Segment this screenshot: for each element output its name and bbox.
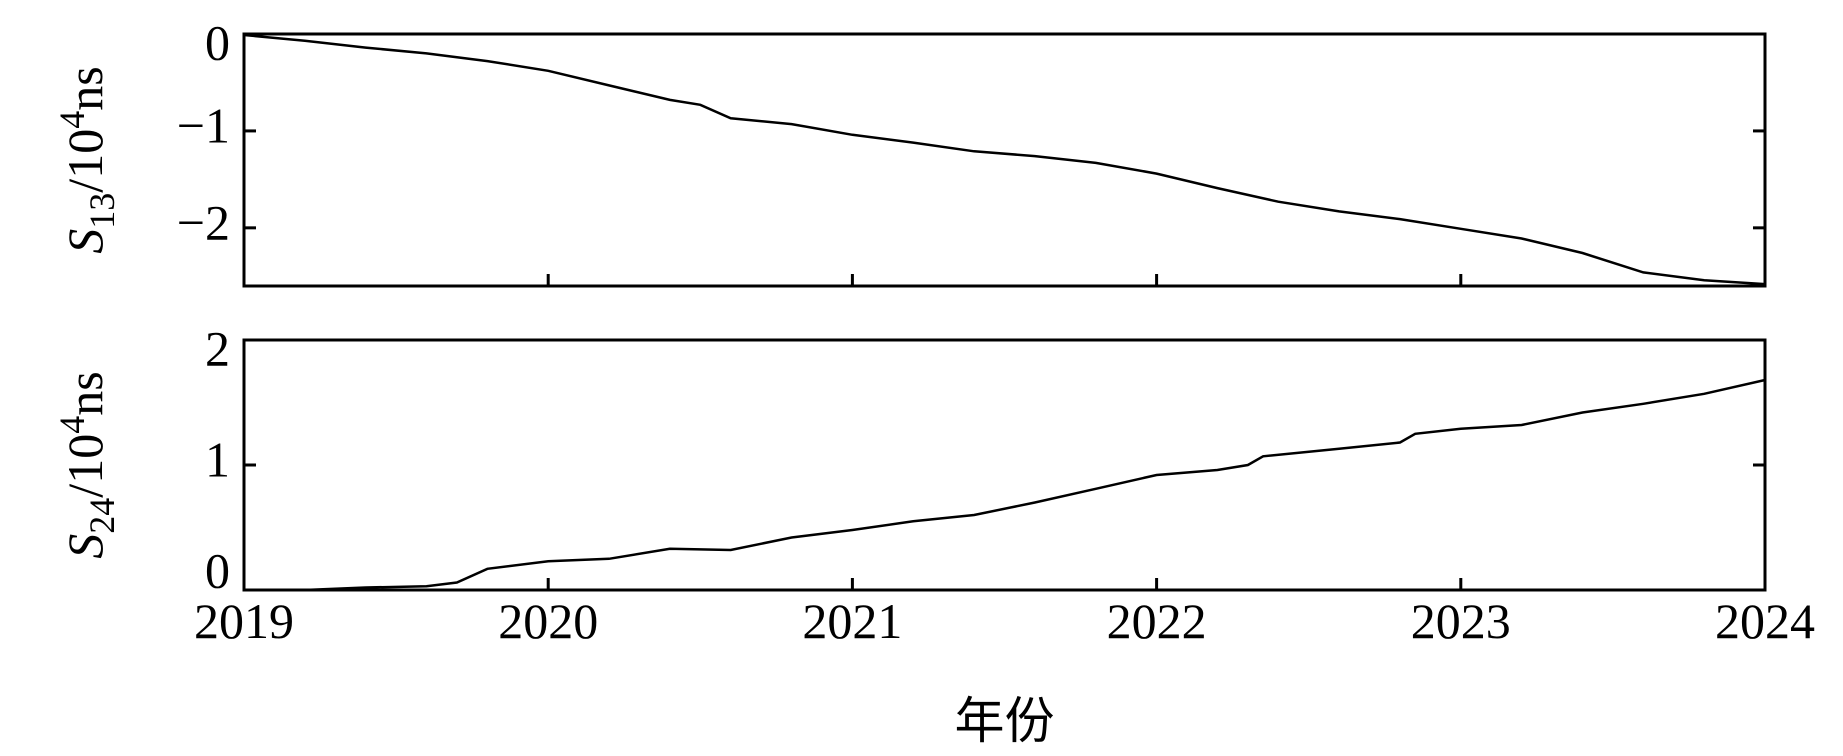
y-axis-label: S13/104ns — [52, 66, 122, 253]
y-tick-label: 1 — [205, 431, 230, 487]
y-label-symbol: S — [57, 229, 113, 254]
x-tick-label: 2023 — [1411, 593, 1511, 649]
y-axis-label: S24/104ns — [52, 371, 122, 558]
y-label-subscript: 24 — [82, 498, 122, 534]
y-label-superscript: 4 — [52, 416, 92, 434]
x-axis-label: 年份 — [955, 693, 1055, 749]
y-tick-label: 2 — [205, 320, 230, 376]
y-label-middle: /10 — [57, 434, 113, 498]
y-tick-label: −1 — [177, 97, 230, 153]
x-tick-label: 2020 — [498, 593, 598, 649]
x-tick-label: 2022 — [1107, 593, 1207, 649]
x-tick-label: 2019 — [194, 593, 294, 649]
x-tick-label: 2021 — [802, 593, 902, 649]
data-line — [244, 378, 1766, 592]
y-label-superscript: 4 — [52, 111, 92, 129]
y-label-subscript: 13 — [82, 193, 122, 229]
y-label-unit: ns — [57, 66, 113, 110]
y-label-middle: /10 — [57, 129, 113, 193]
y-tick-label: 0 — [205, 542, 230, 598]
y-label-symbol: S — [57, 534, 113, 559]
x-tick-label: 2024 — [1715, 593, 1815, 649]
y-tick-label: −2 — [177, 194, 230, 250]
plot-frame — [242, 338, 1767, 592]
data-line — [243, 33, 1766, 286]
y-tick-label: 0 — [205, 14, 230, 70]
y-label-unit: ns — [57, 371, 113, 415]
plot-frame — [242, 32, 1767, 288]
